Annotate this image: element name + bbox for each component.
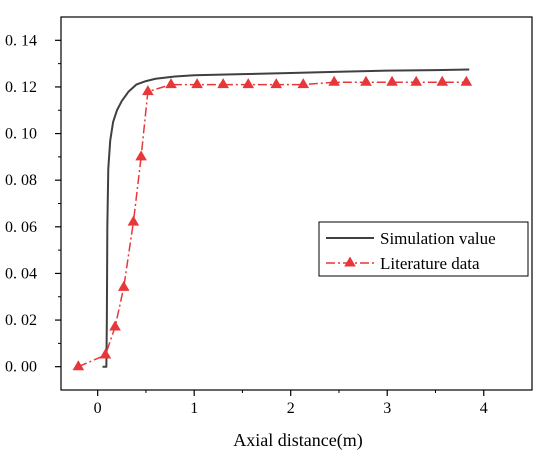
literature-marker [191,78,203,89]
series-layer [72,68,473,371]
literature-marker [297,78,310,89]
legend-label-literature: Literature data [380,254,480,273]
literature-marker [242,78,255,89]
x-tick-label: 0 [94,400,102,417]
y-tick-label: 0. 08 [5,172,37,189]
x-axis-title: Axial distance(m) [233,430,362,451]
literature-marker [142,85,154,96]
legend: Simulation value Literature data [318,221,529,277]
literature-marker [328,75,340,86]
legend-marker-literature [344,256,356,267]
y-tick-label: 0. 04 [5,265,37,282]
literature-marker [72,360,85,371]
literature-marker [360,75,372,86]
literature-marker [135,150,147,161]
y-tick-label: 0. 14 [5,32,37,49]
literature-marker [386,75,398,86]
x-tick-label: 3 [383,400,391,417]
literature-marker [109,320,121,331]
y-tick-label: 0. 02 [5,312,37,329]
literature-marker [460,75,473,86]
ticks: 0 1 2 3 4 0. 00 0. 02 0. 04 0. 06 0. 08 0. 10 0. 12… [5,32,488,417]
literature-marker [410,75,422,86]
y-tick-label: 0. 12 [5,79,37,96]
simulation-line [102,68,470,368]
literature-marker [270,78,283,89]
legend-box [318,221,529,277]
x-tick-label: 1 [190,400,198,417]
legend-label-simulation: Simulation value [380,229,496,248]
y-tick-label: 0. 06 [5,219,37,236]
x-tick-label: 2 [287,400,295,417]
literature-marker [436,75,449,86]
literature-marker [165,78,177,89]
x-tick-label: 4 [480,400,488,417]
literature-marker [99,348,112,359]
y-tick-label: 0. 10 [5,126,37,143]
literature-marker [217,78,229,89]
y-tick-label: 0. 00 [5,359,37,376]
literature-marker [127,215,140,226]
literature-marker [117,280,130,291]
